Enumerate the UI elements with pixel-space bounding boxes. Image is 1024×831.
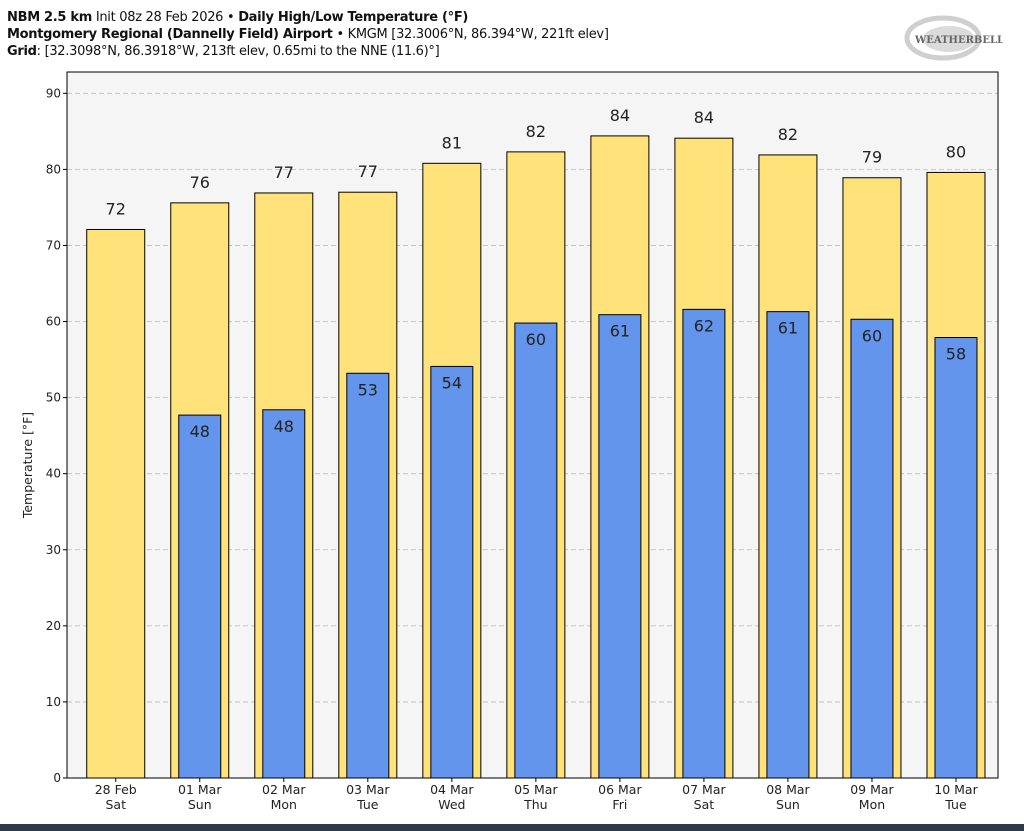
- low-bar: [598, 314, 642, 779]
- low-data-label: 61: [610, 322, 630, 341]
- low-data-label: 62: [694, 316, 714, 335]
- y-tick-label: 90: [46, 86, 61, 100]
- x-tick-label-date: 07 Mar: [682, 782, 726, 797]
- high-data-label: 79: [862, 148, 882, 167]
- high-data-label: 84: [694, 108, 714, 127]
- low-bar: [766, 311, 810, 779]
- x-tick-label-date: 02 Mar: [262, 782, 306, 797]
- grid-label: Grid: [7, 44, 37, 59]
- high-data-label: 77: [358, 162, 378, 181]
- low-data-label: 48: [190, 422, 210, 441]
- x-tick-label-day: Wed: [438, 797, 465, 812]
- x-tick-label-date: 08 Mar: [766, 782, 810, 797]
- x-tick-label-day: Sat: [105, 797, 126, 812]
- low-data-label: 48: [274, 417, 294, 436]
- high-data-label: 76: [190, 173, 210, 192]
- plot-frame: [66, 71, 999, 779]
- low-bar: [430, 365, 474, 779]
- y-tick-label: 70: [46, 238, 61, 252]
- low-data-label: 60: [862, 326, 882, 345]
- y-tick-label: 0: [53, 771, 61, 785]
- x-tick-label-day: Fri: [612, 797, 627, 812]
- init-time: Init 08z 28 Feb 2026 •: [92, 10, 239, 25]
- low-data-label: 54: [442, 373, 462, 392]
- low-bar: [514, 322, 558, 779]
- x-tick-label-day: Mon: [271, 797, 297, 812]
- high-data-label: 72: [106, 199, 126, 218]
- x-tick-label-date: 10 Mar: [934, 782, 978, 797]
- x-tick-label-date: 05 Mar: [514, 782, 558, 797]
- grid-info: : [32.3098°N, 86.3918°W, 213ft elev, 0.6…: [36, 44, 440, 59]
- low-bar: [262, 409, 306, 779]
- x-tick-label-date: 28 Feb: [95, 782, 137, 797]
- header-line-1: NBM 2.5 km Init 08z 28 Feb 2026 • Daily …: [7, 9, 609, 26]
- y-tick-label: 40: [46, 467, 61, 481]
- x-tick-label-date: 09 Mar: [850, 782, 894, 797]
- station-name: Montgomery Regional (Dannelly Field) Air…: [7, 27, 333, 42]
- y-tick-label: 20: [46, 619, 61, 633]
- x-tick-label-date: 06 Mar: [598, 782, 642, 797]
- low-bar: [850, 318, 894, 779]
- model-name: NBM 2.5 km: [7, 10, 92, 25]
- high-data-label: 81: [442, 133, 462, 152]
- low-bar: [178, 414, 222, 779]
- x-tick-label-day: Mon: [859, 797, 885, 812]
- footer-bar: [0, 824, 1024, 831]
- high-data-label: 84: [610, 106, 630, 125]
- weatherbell-logo: WEATHERBELL: [904, 15, 1003, 61]
- x-tick-label-date: 04 Mar: [430, 782, 474, 797]
- header-line-2: Montgomery Regional (Dannelly Field) Air…: [7, 26, 609, 43]
- high-data-label: 80: [946, 142, 966, 161]
- high-bar: [86, 228, 146, 779]
- y-tick-label: 60: [46, 315, 61, 329]
- svg-text:WEATHERBELL: WEATHERBELL: [914, 35, 1003, 46]
- low-data-label: 60: [526, 330, 546, 349]
- x-tick-label-day: Tue: [944, 797, 967, 812]
- header-line-3: Grid: [32.3098°N, 86.3918°W, 213ft elev,…: [7, 43, 609, 60]
- y-tick-label: 30: [46, 543, 61, 557]
- high-data-label: 77: [274, 163, 294, 182]
- low-data-label: 61: [778, 319, 798, 338]
- high-data-label: 82: [526, 122, 546, 141]
- x-tick-label-day: Sun: [776, 797, 800, 812]
- low-bar: [682, 308, 726, 779]
- station-info: • KMGM [32.3006°N, 86.394°W, 221ft elev]: [332, 27, 609, 42]
- low-bar: [934, 337, 978, 779]
- y-tick-label: 80: [46, 162, 61, 176]
- x-tick-label-day: Sat: [694, 797, 715, 812]
- low-bar: [346, 372, 390, 779]
- low-data-label: 53: [358, 380, 378, 399]
- chart-header: NBM 2.5 km Init 08z 28 Feb 2026 • Daily …: [7, 9, 609, 60]
- y-axis-label: Temperature [°F]: [20, 412, 35, 519]
- x-tick-label-date: 03 Mar: [346, 782, 390, 797]
- y-tick-label: 50: [46, 391, 61, 405]
- chart-title: Daily High/Low Temperature (°F): [238, 10, 469, 25]
- x-tick-label-date: 01 Mar: [178, 782, 222, 797]
- y-tick-label: 10: [46, 695, 61, 709]
- x-tick-label-day: Sun: [188, 797, 212, 812]
- high-data-label: 82: [778, 125, 798, 144]
- low-data-label: 58: [946, 345, 966, 364]
- x-tick-label-day: Thu: [523, 797, 547, 812]
- x-tick-label-day: Tue: [356, 797, 379, 812]
